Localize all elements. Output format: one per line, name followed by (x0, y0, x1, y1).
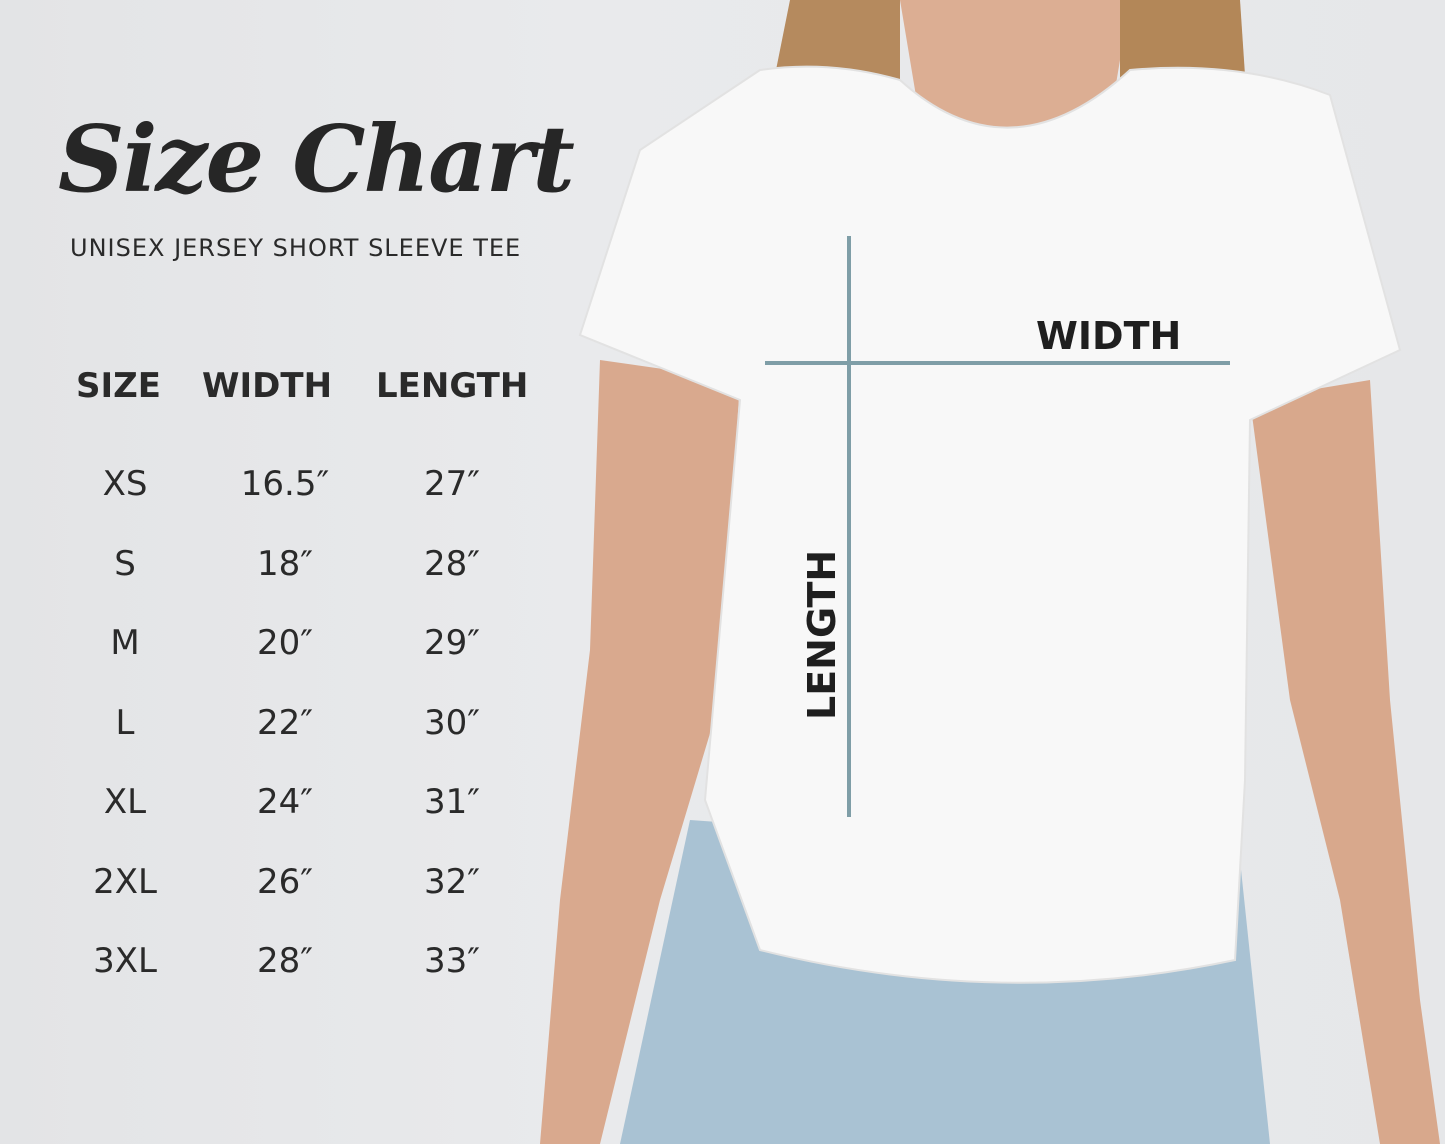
width-cell: 24″ (257, 782, 313, 822)
size-cell: XS (102, 464, 148, 504)
size-cell: XL (103, 782, 147, 822)
length-cell: 32″ (424, 861, 480, 902)
model-photo (540, 0, 1440, 1144)
size-cell: 3XL (93, 941, 157, 981)
length-label: LENGTH (800, 549, 844, 720)
header-length: LENGTH (376, 366, 529, 406)
length-cell: 33″ (424, 941, 480, 981)
length-cell: 29″ (424, 623, 480, 663)
right-arm (1250, 380, 1440, 1144)
size-cell: M (110, 623, 140, 663)
length-cell: 27″ (424, 464, 480, 504)
length-cell: 31″ (424, 782, 480, 822)
size-cell: L (115, 702, 135, 743)
width-cell: 26″ (257, 861, 313, 902)
subtitle: UNISEX JERSEY SHORT SLEEVE TEE (70, 234, 522, 262)
header-width: WIDTH (202, 366, 333, 406)
length-cell: 28″ (424, 543, 480, 584)
header-size: SIZE (76, 366, 162, 406)
width-cell: 16.5″ (240, 464, 330, 504)
neck (900, 0, 1130, 145)
left-arm (540, 360, 740, 1144)
width-cell: 22″ (257, 702, 313, 743)
size-cell: S (114, 543, 136, 584)
width-label: WIDTH (1036, 314, 1182, 358)
width-cell: 20″ (257, 623, 313, 663)
width-cell: 18″ (257, 543, 313, 584)
page-title: Size Chart (58, 105, 575, 213)
width-cell: 28″ (257, 941, 313, 981)
length-cell: 30″ (424, 702, 480, 743)
t-shirt (578, 65, 1402, 984)
size-cell: 2XL (93, 861, 157, 902)
